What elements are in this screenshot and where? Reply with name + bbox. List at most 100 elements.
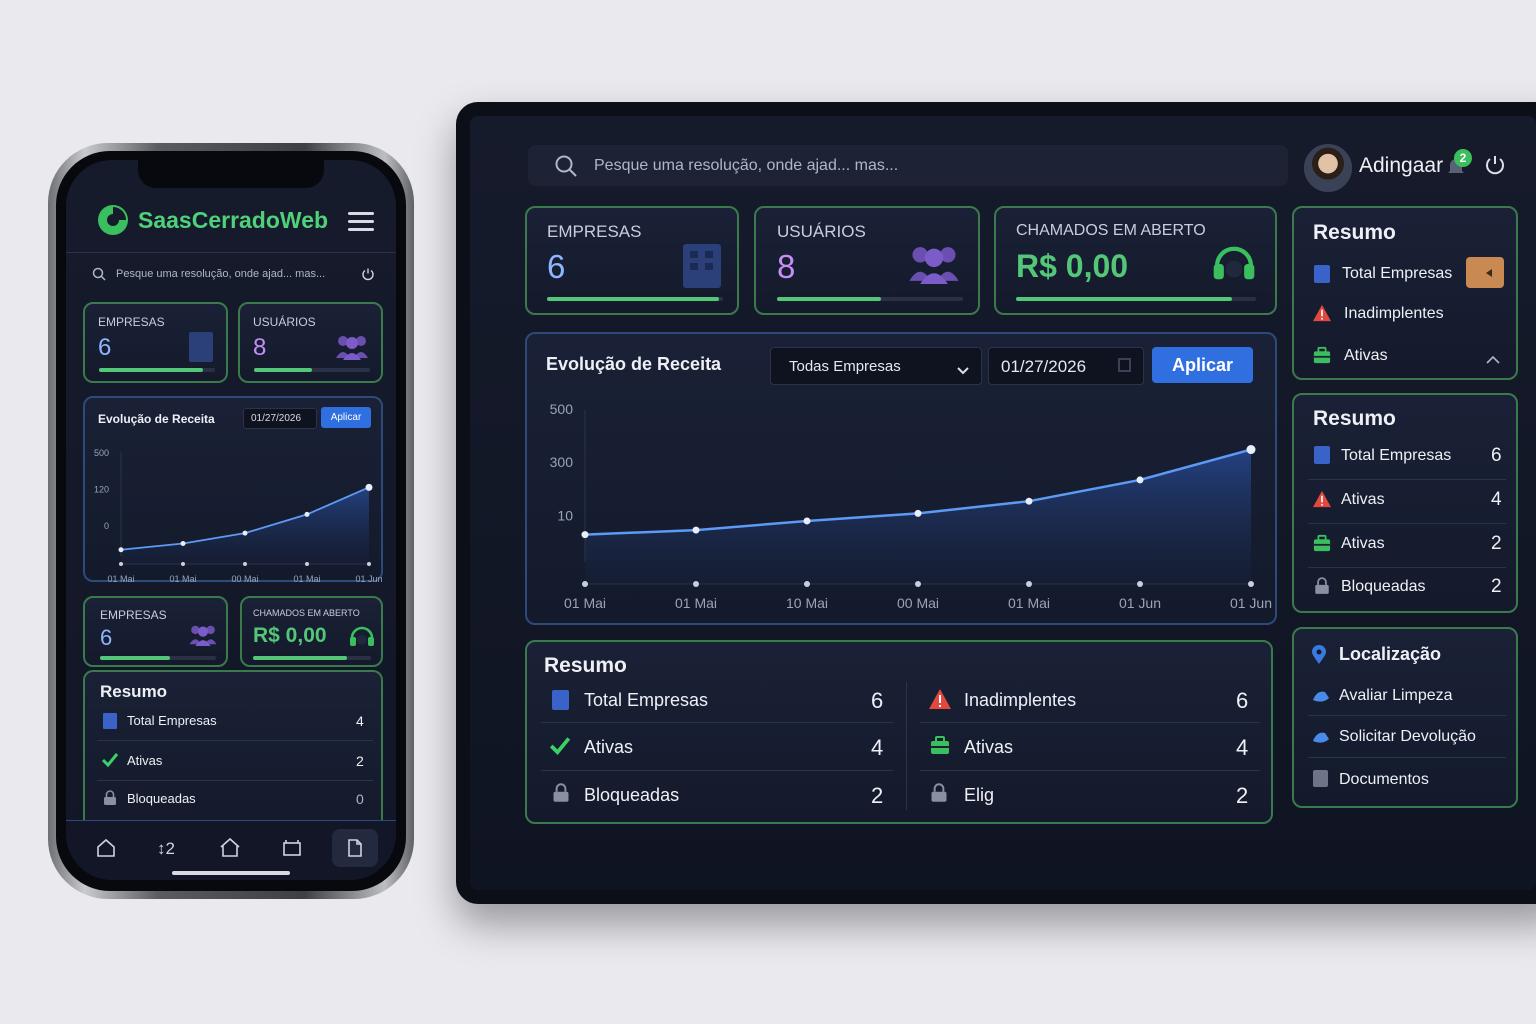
x-tick-dot [915, 581, 921, 587]
warning-icon [928, 688, 952, 715]
lock-icon [1314, 577, 1330, 600]
stat-label: USUÁRIOS [253, 315, 316, 329]
building-icon [103, 713, 117, 729]
search-bar[interactable]: Pesque uma resolução, onde ajad... mas..… [528, 145, 1288, 186]
summary-label: Elig [964, 785, 995, 805]
summary-label: Ativas [1341, 491, 1385, 508]
nav-box-icon[interactable] [281, 837, 303, 864]
x-tick-label: 00 Mai [897, 595, 939, 611]
summary-label: Ativas [1341, 535, 1385, 552]
brand-name: SaasCerradoWeb [138, 207, 329, 233]
data-point [365, 483, 373, 491]
stat-card-empresas-2[interactable]: EMPRESAS 6 [83, 596, 228, 667]
stat-card-chamados[interactable]: CHAMADOS EM ABERTO R$ 0,00 [994, 206, 1277, 315]
x-tick-label: 01 Mai [169, 574, 196, 582]
x-tick-label: 10 Mai [786, 595, 828, 611]
power-icon[interactable] [1484, 154, 1506, 181]
location-item[interactable]: Documentos [1339, 771, 1429, 788]
summary-label: Ativas [1344, 347, 1388, 364]
users-icon [334, 334, 370, 365]
calendar-icon[interactable] [1118, 358, 1131, 372]
cleaning-icon [1311, 686, 1331, 709]
date-input[interactable]: 01/27/2026 [243, 408, 317, 429]
company-select[interactable]: Todas Empresas [770, 347, 982, 385]
data-point [242, 530, 248, 536]
users-icon [187, 624, 219, 651]
location-item[interactable]: Solicitar Devolução [1339, 728, 1476, 745]
y-tick-label: 500 [550, 401, 574, 417]
nav-sort-icon[interactable]: ↕2 [157, 839, 175, 858]
stat-card-usuarios[interactable]: USUÁRIOS 8 [238, 302, 383, 383]
nav-home-icon[interactable] [219, 837, 241, 864]
apply-button[interactable]: Aplicar [1152, 347, 1253, 383]
chart-title: Evolução de Receita [546, 354, 722, 374]
data-point [581, 531, 589, 539]
bottom-nav: ↕2 [66, 820, 396, 880]
headset-icon [1210, 242, 1258, 291]
home-indicator [172, 871, 290, 875]
divider [1308, 567, 1506, 568]
map-pin-icon [1311, 645, 1327, 670]
x-tick-label: 01 Jun [1119, 595, 1161, 611]
y-tick-label: 500 [94, 448, 109, 458]
location-item[interactable]: Avaliar Limpeza [1339, 687, 1453, 704]
summary-label: Ativas [584, 737, 634, 757]
tablet-revenue-line-chart: 500 300 10 01 Mai 01 Mai 10 Mai 00 Mai 01 Mai 01… [550, 401, 1272, 611]
x-tick-dot [181, 562, 185, 566]
warning-icon [1312, 490, 1332, 513]
check-icon [101, 752, 119, 773]
check-icon [548, 736, 572, 761]
x-tick-label: 01 Mai [107, 574, 134, 582]
summary-title: Resumo [100, 682, 168, 701]
x-tick-label: 01 Mai [1008, 595, 1050, 611]
x-tick-dot [119, 562, 123, 566]
summary-label: Ativas [127, 753, 163, 768]
search-input[interactable]: Pesque uma resolução, onde ajad... mas..… [116, 268, 326, 280]
summary-label: Inadimplentes [1344, 305, 1444, 322]
nav-document-icon[interactable] [332, 829, 378, 867]
data-point [692, 526, 700, 534]
search-icon [92, 267, 106, 286]
x-tick-dot [367, 562, 371, 566]
divider [541, 770, 893, 771]
x-tick-dot [804, 581, 810, 587]
menu-icon[interactable] [348, 212, 374, 232]
avatar[interactable] [1304, 144, 1352, 192]
building-icon [189, 332, 213, 362]
summary-title: Resumo [1313, 407, 1396, 430]
location-title: Localização [1339, 644, 1442, 664]
apply-button[interactable]: Aplicar [321, 407, 371, 428]
series-area [121, 487, 369, 564]
revenue-chart-card: Evolução de Receita Todas Empresas 01/27… [525, 332, 1277, 625]
stat-value: 6 [98, 334, 112, 361]
phone-notch [138, 160, 324, 188]
stat-value: 6 [100, 625, 113, 650]
building-icon [683, 244, 721, 288]
stat-card-empresas[interactable]: EMPRESAS 6 [525, 206, 739, 315]
y-tick-label: 120 [94, 484, 109, 494]
x-tick-dot [243, 562, 247, 566]
stat-value: 6 [547, 248, 566, 285]
tablet-screen: Pesque uma resolução, onde ajad... mas..… [470, 116, 1536, 890]
phone-screen: SaasCerradoWeb Pesque uma resolução, ond… [66, 160, 396, 880]
power-icon[interactable] [361, 267, 375, 286]
stat-card-empresas[interactable]: EMPRESAS 6 [83, 302, 228, 383]
nav-home-icon[interactable] [95, 837, 117, 864]
user-name[interactable]: Adingaar [1359, 154, 1444, 177]
stat-card-usuarios[interactable]: USUÁRIOS 8 [754, 206, 980, 315]
phone-revenue-line-chart: 500 120 0 01 Mai 01 Mai 00 Mai 01 Mai 01 Jun [94, 448, 383, 582]
lock-icon [552, 783, 570, 808]
summary-label: Bloqueadas [584, 785, 680, 805]
wallet-icon[interactable] [1466, 257, 1504, 288]
summary-value: 6 [871, 688, 884, 713]
y-tick-label: 300 [550, 454, 574, 470]
search-input[interactable]: Pesque uma resolução, onde ajad... mas..… [594, 157, 899, 174]
briefcase-icon [1313, 534, 1331, 557]
stat-card-chamados[interactable]: CHAMADOS EM ABERTO R$ 0,00 [240, 596, 383, 667]
summary-value: 4 [871, 735, 884, 760]
summary-value: 6 [1491, 445, 1502, 466]
date-input[interactable]: 01/27/2026 [988, 347, 1144, 385]
stat-progress [254, 368, 370, 372]
stat-value: 8 [253, 334, 267, 361]
chevron-up-icon[interactable] [1486, 351, 1500, 369]
